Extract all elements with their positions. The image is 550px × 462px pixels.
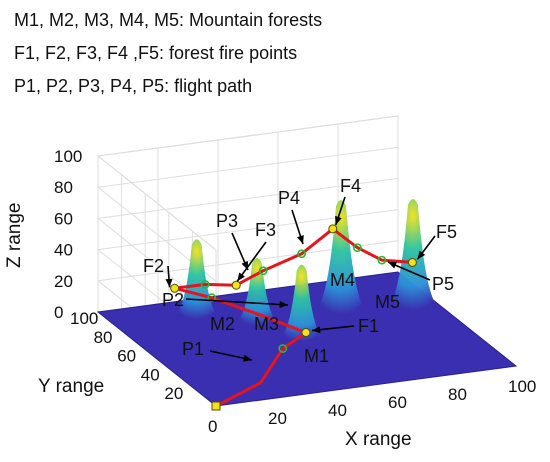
label-f2: F2: [143, 256, 164, 276]
z-axis-label: Z range: [4, 203, 25, 268]
legend-flight-path: P1, P2, P3, P4, P5: flight path: [14, 76, 253, 96]
label-f3: F3: [255, 220, 276, 240]
f3-arrowhead: [237, 272, 245, 282]
gridline: [97, 115, 399, 157]
fire-point-f3: [231, 280, 241, 290]
flight-path: [173, 227, 413, 408]
label-p2: P2: [162, 290, 184, 310]
z-tick-label: 100: [54, 147, 82, 166]
p1-arrowhead: [243, 354, 252, 362]
label-f4: F4: [340, 176, 361, 196]
gridline: [97, 146, 399, 188]
y-axis-label: Y range: [38, 376, 104, 397]
legend-fire-points: F1, F2, F3, F4 ,F5: forest fire points: [14, 43, 298, 63]
x-tick-label: 20: [268, 409, 287, 428]
z-tick-label: 0: [54, 303, 63, 322]
x-tick-label: 0: [208, 417, 217, 436]
flight-path-line: [173, 227, 413, 408]
p2-arrow: [185, 298, 289, 306]
mountain-m1: [277, 264, 327, 342]
mountain-m5: [384, 199, 442, 311]
fire-point-f4: [328, 224, 338, 234]
waypoint-4: [258, 266, 268, 276]
f2-arrowhead: [165, 278, 173, 288]
y-tick-label: 100: [70, 309, 98, 328]
label-p4: P4: [278, 188, 300, 208]
x-tick-label: 60: [388, 393, 407, 412]
x-tick-label: 80: [448, 385, 467, 404]
waypoint-3: [200, 279, 210, 289]
label-m3: M3: [254, 314, 279, 334]
mountain-m4: [312, 200, 370, 315]
y-tick-label: 40: [141, 365, 160, 384]
y-tick-label: 80: [94, 328, 113, 347]
y-tick-label: 60: [117, 347, 136, 366]
label-m5: M5: [375, 292, 400, 312]
fire-point-f5: [407, 257, 417, 267]
z-tick-label: 60: [54, 209, 73, 228]
p4-arrowhead: [297, 235, 304, 244]
waypoint-6: [352, 243, 362, 252]
label-p1: P1: [182, 339, 204, 359]
waypoint-1: [278, 344, 288, 353]
z-tick-label: 40: [54, 241, 73, 260]
p3-arrowhead: [241, 261, 248, 270]
z-tick-label: 20: [54, 272, 73, 291]
f4-arrowhead: [335, 215, 342, 225]
gridline: [97, 155, 217, 251]
waypoint-5: [297, 249, 306, 259]
label-m2: M2: [210, 314, 235, 334]
waypoint-7: [377, 255, 387, 265]
label-m4: M4: [330, 270, 355, 290]
legend-mountains: M1, M2, M3, M4, M5: Mountain forests: [14, 10, 323, 30]
x-tick-label: 100: [508, 377, 536, 396]
label-m1: M1: [304, 346, 329, 366]
annotations: F1 F2 F3 F4 F5 P1 P2 P3 P4 P5 M1 M2 M3 M4 M5: [143, 176, 457, 366]
gridline: [97, 209, 399, 251]
fire-point-f2: [170, 283, 180, 293]
legend: M1, M2, M3, M4, M5: Mountain forests F1,…: [14, 4, 534, 103]
f5-arrowhead: [417, 250, 426, 260]
label-f1: F1: [358, 316, 379, 336]
p2-arrowhead: [279, 301, 288, 308]
p5-arrowhead: [388, 262, 397, 269]
f1-arrowhead: [311, 326, 321, 334]
label-p5: P5: [432, 274, 454, 294]
gridline: [97, 177, 399, 219]
fire-point-f1: [301, 328, 311, 338]
x-axis-label: X range: [345, 429, 412, 450]
start-point: [211, 401, 221, 411]
label-p3: P3: [216, 211, 238, 231]
z-tick-label: 80: [54, 178, 73, 197]
y-tick-label: 20: [164, 384, 183, 403]
label-f5: F5: [436, 222, 457, 242]
x-tick-label: 40: [328, 401, 347, 420]
